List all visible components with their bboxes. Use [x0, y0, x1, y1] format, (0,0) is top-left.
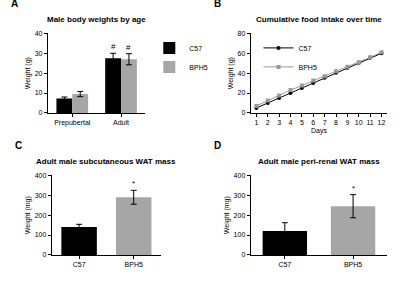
svg-text:C: C [15, 140, 22, 151]
svg-text:*: * [132, 179, 135, 188]
svg-text:20: 20 [35, 70, 43, 77]
svg-text:11: 11 [366, 119, 373, 126]
svg-text:400: 400 [35, 172, 47, 179]
svg-text:10: 10 [355, 119, 363, 126]
svg-text:7: 7 [323, 119, 327, 126]
svg-text:40: 40 [35, 30, 43, 37]
svg-text:Adult male subcutaneous WAT ma: Adult male subcutaneous WAT mass [36, 157, 176, 166]
svg-text:12: 12 [378, 119, 386, 126]
svg-text:BPH5: BPH5 [125, 261, 143, 268]
svg-text:Male body weights by age: Male body weights by age [47, 15, 146, 24]
svg-text:C57: C57 [299, 45, 312, 52]
svg-text:400: 400 [234, 172, 246, 179]
svg-text:60: 60 [238, 50, 246, 57]
svg-text:200: 200 [35, 212, 47, 219]
svg-text:*: * [352, 184, 355, 193]
svg-text:Adult male peri-renal WAT mass: Adult male peri-renal WAT mass [258, 157, 380, 166]
svg-text:200: 200 [234, 212, 246, 219]
svg-text:Prepubertal: Prepubertal [54, 119, 91, 127]
svg-text:100: 100 [35, 231, 47, 238]
svg-text:BPH5: BPH5 [299, 64, 317, 71]
svg-text:30: 30 [35, 50, 43, 57]
svg-text:0: 0 [241, 109, 245, 116]
svg-text:5: 5 [300, 119, 304, 126]
svg-text:BPH5: BPH5 [344, 261, 362, 268]
svg-text:0: 0 [39, 109, 43, 116]
svg-text:A: A [11, 0, 18, 9]
svg-text:300: 300 [234, 192, 246, 199]
svg-text:Weight (g): Weight (g) [24, 57, 32, 89]
svg-text:9: 9 [345, 119, 349, 126]
svg-text:6: 6 [311, 119, 315, 126]
svg-text:B: B [214, 0, 221, 9]
svg-text:#: # [126, 43, 131, 52]
svg-text:1: 1 [254, 119, 258, 126]
svg-text:4: 4 [289, 119, 293, 126]
svg-text:0: 0 [241, 251, 245, 258]
svg-text:8: 8 [334, 119, 338, 126]
svg-text:Weight (g): Weight (g) [227, 57, 235, 89]
svg-text:100: 100 [234, 231, 246, 238]
svg-text:300: 300 [35, 192, 47, 199]
svg-text:10: 10 [35, 89, 43, 96]
svg-text:Adult: Adult [113, 119, 129, 126]
svg-text:C57: C57 [278, 261, 291, 268]
svg-text:Weight (mg): Weight (mg) [223, 196, 231, 234]
svg-text:2: 2 [266, 119, 270, 126]
svg-text:C57: C57 [73, 261, 86, 268]
svg-text:20: 20 [238, 89, 246, 96]
svg-text:0: 0 [42, 251, 46, 258]
svg-text:C57: C57 [189, 45, 202, 52]
svg-text:Cumulative food intake over ti: Cumulative food intake over time [256, 15, 382, 24]
svg-text:3: 3 [277, 119, 281, 126]
svg-text:40: 40 [238, 70, 246, 77]
svg-text:D: D [214, 140, 221, 151]
svg-text:BPH5: BPH5 [189, 64, 207, 71]
svg-text:Weight (mg): Weight (mg) [24, 196, 32, 234]
svg-text:Days: Days [311, 127, 327, 135]
svg-text:80: 80 [238, 30, 246, 37]
svg-text:#: # [111, 42, 116, 51]
